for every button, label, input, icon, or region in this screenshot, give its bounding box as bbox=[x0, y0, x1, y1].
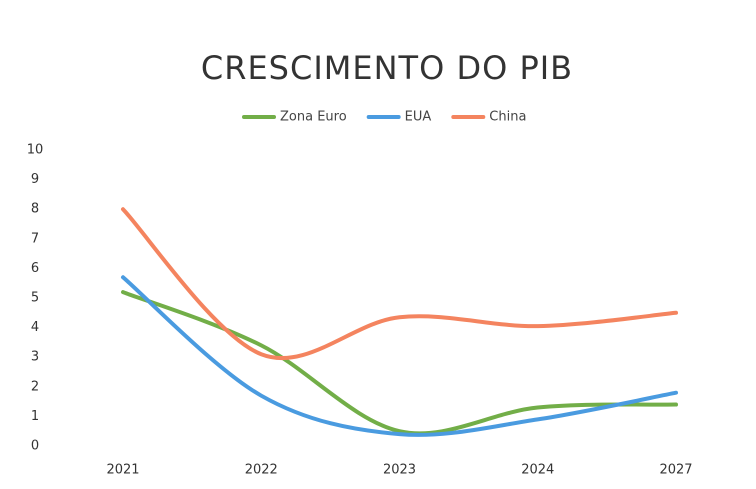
y-tick-label: 0 bbox=[31, 439, 39, 454]
y-tick-label: 5 bbox=[31, 291, 39, 306]
chart-title: CRESCIMENTO DO PIB bbox=[201, 49, 573, 87]
legend-label: China bbox=[489, 110, 526, 125]
y-tick-label: 8 bbox=[31, 202, 39, 217]
series-line bbox=[121, 290, 678, 436]
x-tick-label: 2023 bbox=[383, 463, 416, 478]
y-tick-label: 10 bbox=[27, 143, 44, 158]
series-line bbox=[121, 207, 678, 361]
y-tick-label: 4 bbox=[31, 320, 39, 335]
y-tick-label: 6 bbox=[31, 261, 39, 276]
x-tick-label: 2022 bbox=[245, 463, 278, 478]
legend-label: EUA bbox=[405, 110, 432, 125]
y-tick-label: 3 bbox=[31, 350, 39, 365]
legend-label: Zona Euro bbox=[280, 110, 347, 125]
y-tick-label: 7 bbox=[31, 231, 39, 246]
x-tick-label: 2024 bbox=[521, 463, 554, 478]
y-tick-label: 1 bbox=[31, 409, 39, 424]
x-tick-label: 2027 bbox=[659, 463, 692, 478]
y-tick-label: 9 bbox=[31, 172, 39, 187]
series-line bbox=[121, 275, 678, 437]
y-tick-label: 2 bbox=[31, 379, 39, 394]
x-tick-label: 2021 bbox=[106, 463, 139, 478]
